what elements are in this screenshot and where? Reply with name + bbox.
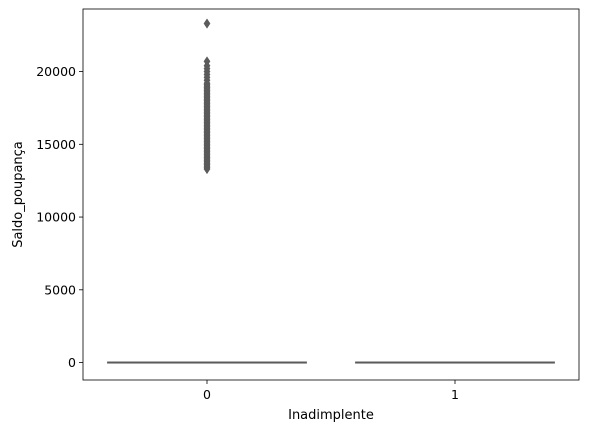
outlier-point [203, 18, 211, 29]
y-tick-label: 10000 [36, 210, 76, 225]
y-tick-label: 0 [68, 355, 76, 370]
x-tick-label: 1 [451, 387, 459, 402]
outlier-point [203, 56, 211, 67]
axes-ticks: 0 5000 10000 15000 20000 0 1 [36, 64, 459, 402]
y-axis-label: Saldo_poupança [11, 141, 26, 248]
x-axis-label: Inadimplente [288, 408, 374, 423]
y-tick-label: 20000 [36, 64, 76, 79]
y-tick-label: 15000 [36, 137, 76, 152]
y-tick-label: 5000 [44, 282, 76, 297]
plot-marks [107, 18, 555, 364]
plot-frame [82, 8, 580, 381]
x-tick-label: 0 [203, 387, 211, 402]
